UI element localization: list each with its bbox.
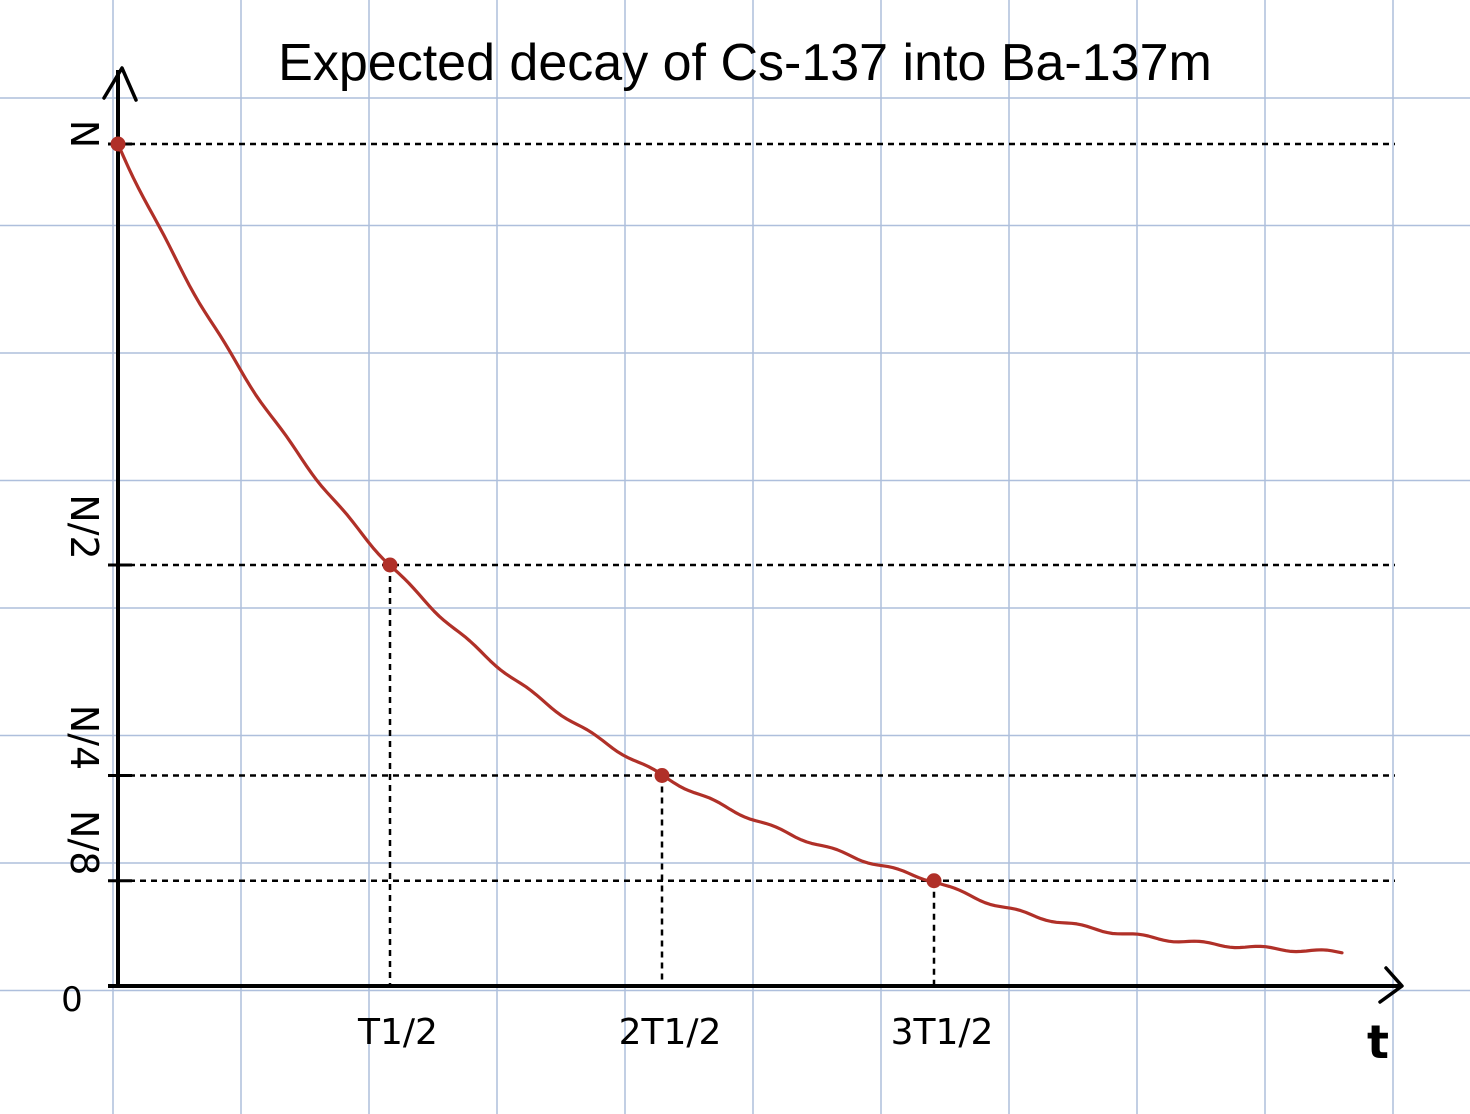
marked-point-2 — [654, 768, 670, 783]
marked-point-1 — [382, 557, 398, 573]
y-tick-label-3: N/8 — [62, 810, 106, 875]
decay-curve — [116, 142, 1344, 955]
marked-point-3 — [926, 873, 942, 889]
guide-lines — [118, 142, 1395, 986]
decay-curve-line — [116, 142, 1344, 955]
marked-point-0 — [110, 136, 126, 152]
tick-labels: N N/2 N/4 N/8 0 T1/2 2T1/2 3T1/2 — [61, 120, 993, 1053]
y-tick-label-1: N/2 — [62, 494, 106, 559]
y-tick-label-0: N — [62, 120, 106, 148]
y-axis-arrow — [102, 66, 138, 102]
y-tick-label-4: 0 — [61, 980, 83, 1020]
x-tick-label-1: 2T1/2 — [619, 1012, 722, 1053]
x-axis-arrow — [1378, 966, 1404, 1004]
x-axis-label: t — [1367, 1015, 1389, 1069]
marked-points — [110, 136, 942, 889]
x-tick-label-2: 3T1/2 — [891, 1012, 994, 1053]
x-tick-label-0: T1/2 — [357, 1012, 438, 1053]
y-tick-label-2: N/4 — [62, 705, 106, 770]
chart-title: Expected decay of Cs-137 into Ba-137m — [278, 34, 1212, 92]
axes — [102, 66, 1404, 1004]
